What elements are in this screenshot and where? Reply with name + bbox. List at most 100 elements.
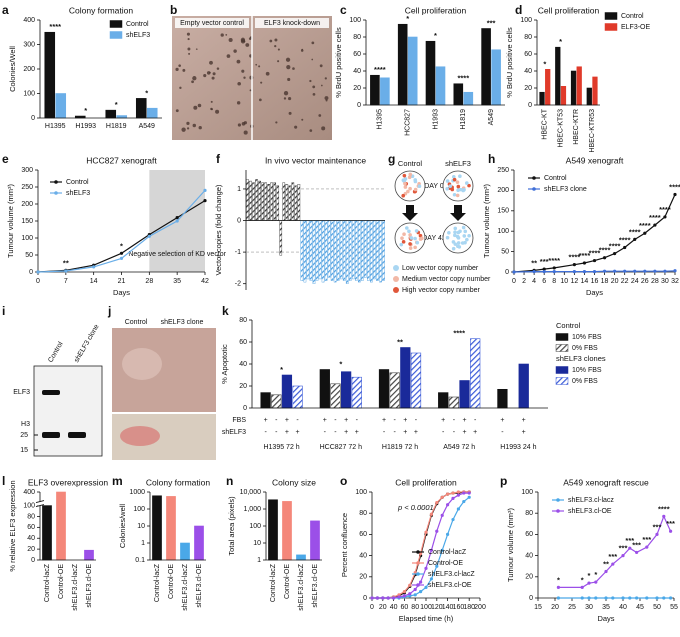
significance: * — [406, 14, 409, 23]
legend-group: shELF3 clones — [556, 354, 606, 363]
bar — [292, 385, 303, 409]
y-tick-label: 50 — [501, 248, 509, 255]
panel-title: A549 xenograft rescue — [563, 477, 649, 487]
colony — [191, 80, 194, 84]
y-axis-label: Total area (pixels) — [227, 496, 236, 556]
bar — [435, 66, 446, 106]
cell — [460, 241, 465, 245]
data-point — [119, 256, 124, 260]
significance: * — [145, 88, 148, 97]
bar — [166, 496, 176, 561]
bar — [246, 179, 249, 221]
bar — [380, 77, 390, 106]
x-tick-label: 14 — [90, 278, 98, 285]
significance: ** — [397, 337, 403, 346]
colony — [197, 103, 202, 108]
significance: *** — [632, 540, 641, 549]
significance: * — [557, 575, 560, 584]
colony — [210, 100, 213, 103]
y-tick-label: 1 — [237, 186, 241, 193]
y-tick-label: 60 — [27, 524, 35, 531]
condition-sign: - — [356, 417, 359, 424]
y-tick-label: 0 — [528, 102, 532, 109]
legend-swatch — [555, 333, 569, 341]
colony — [324, 96, 329, 101]
x-tick-label: shELF3.cl-OE — [196, 564, 203, 608]
column-label: Control — [398, 159, 423, 168]
bar — [470, 338, 481, 409]
colony — [198, 126, 202, 130]
cell — [451, 175, 456, 179]
bar — [351, 220, 355, 280]
legend-swatch — [532, 176, 536, 180]
y-axis-label: Tumour volume (mm³) — [482, 184, 491, 258]
cell — [400, 236, 404, 240]
colony — [277, 60, 280, 63]
significance: **** — [548, 256, 560, 265]
cell — [461, 225, 466, 230]
y-tick-label: 40 — [239, 361, 247, 368]
y-tick-label: 20 — [239, 383, 247, 390]
panel-letter: f — [216, 152, 221, 166]
colony — [248, 37, 252, 40]
x-tick-label: H1993 — [75, 123, 96, 130]
bar — [281, 374, 293, 409]
data-point — [602, 256, 607, 260]
condition-sign: - — [324, 429, 327, 436]
legend-label: Control — [621, 13, 644, 20]
y-tick-label: 80 — [524, 34, 532, 41]
legend-label: shELF3.cl-OE — [428, 582, 472, 589]
panel-letter: d — [515, 3, 522, 17]
data-point — [604, 569, 608, 574]
condition-sign: + — [355, 429, 359, 436]
panel-title: A549 xenograft — [566, 155, 624, 165]
legend-label: shELF3.cl-lacz — [568, 497, 614, 504]
x-tick-label: 25 — [568, 604, 576, 611]
bar — [255, 179, 258, 221]
data-point — [663, 215, 667, 219]
bar — [105, 109, 117, 119]
y-axis-label: % BrdU positive cells — [334, 27, 343, 98]
data-point — [602, 269, 607, 273]
bar — [309, 220, 313, 281]
data-point — [621, 554, 625, 558]
colony — [209, 71, 211, 74]
y-tick-label: 0 — [237, 217, 241, 224]
colony — [241, 69, 245, 73]
cell — [406, 189, 410, 194]
data-point — [203, 188, 207, 192]
condition-sign: - — [334, 417, 337, 424]
bar — [258, 180, 261, 221]
bar — [555, 46, 561, 106]
x-tick-label: 26 — [641, 278, 649, 285]
condition-sign: + — [285, 417, 289, 424]
significance: * — [594, 570, 597, 579]
y-tick-label: 20 — [359, 574, 367, 581]
cell — [453, 233, 457, 238]
y-tick-label: 1 — [257, 557, 261, 564]
legend-swatch — [604, 23, 618, 31]
x-tick-label: H1819 — [106, 123, 127, 130]
condition-label: FBS — [232, 417, 246, 424]
y-tick-label: 100 — [21, 235, 33, 242]
x-tick-label: 180 — [463, 604, 475, 611]
cell — [467, 233, 471, 238]
significance: * — [280, 365, 283, 374]
data-point — [402, 590, 406, 594]
significance: **** — [639, 221, 651, 230]
arrow — [450, 205, 466, 221]
x-tick-label: H1993 24 h — [500, 444, 536, 451]
data-point — [673, 192, 677, 197]
bar — [84, 549, 94, 561]
data-point — [592, 269, 597, 274]
colony — [311, 41, 315, 45]
y-tick-label: 200 — [21, 201, 33, 208]
data-point — [613, 252, 617, 256]
data-point — [587, 596, 591, 600]
data-point — [645, 596, 649, 600]
bar — [410, 352, 422, 409]
condition-sign: + — [296, 429, 300, 436]
bar — [276, 185, 280, 221]
y-tick-label: 100 — [249, 523, 261, 530]
